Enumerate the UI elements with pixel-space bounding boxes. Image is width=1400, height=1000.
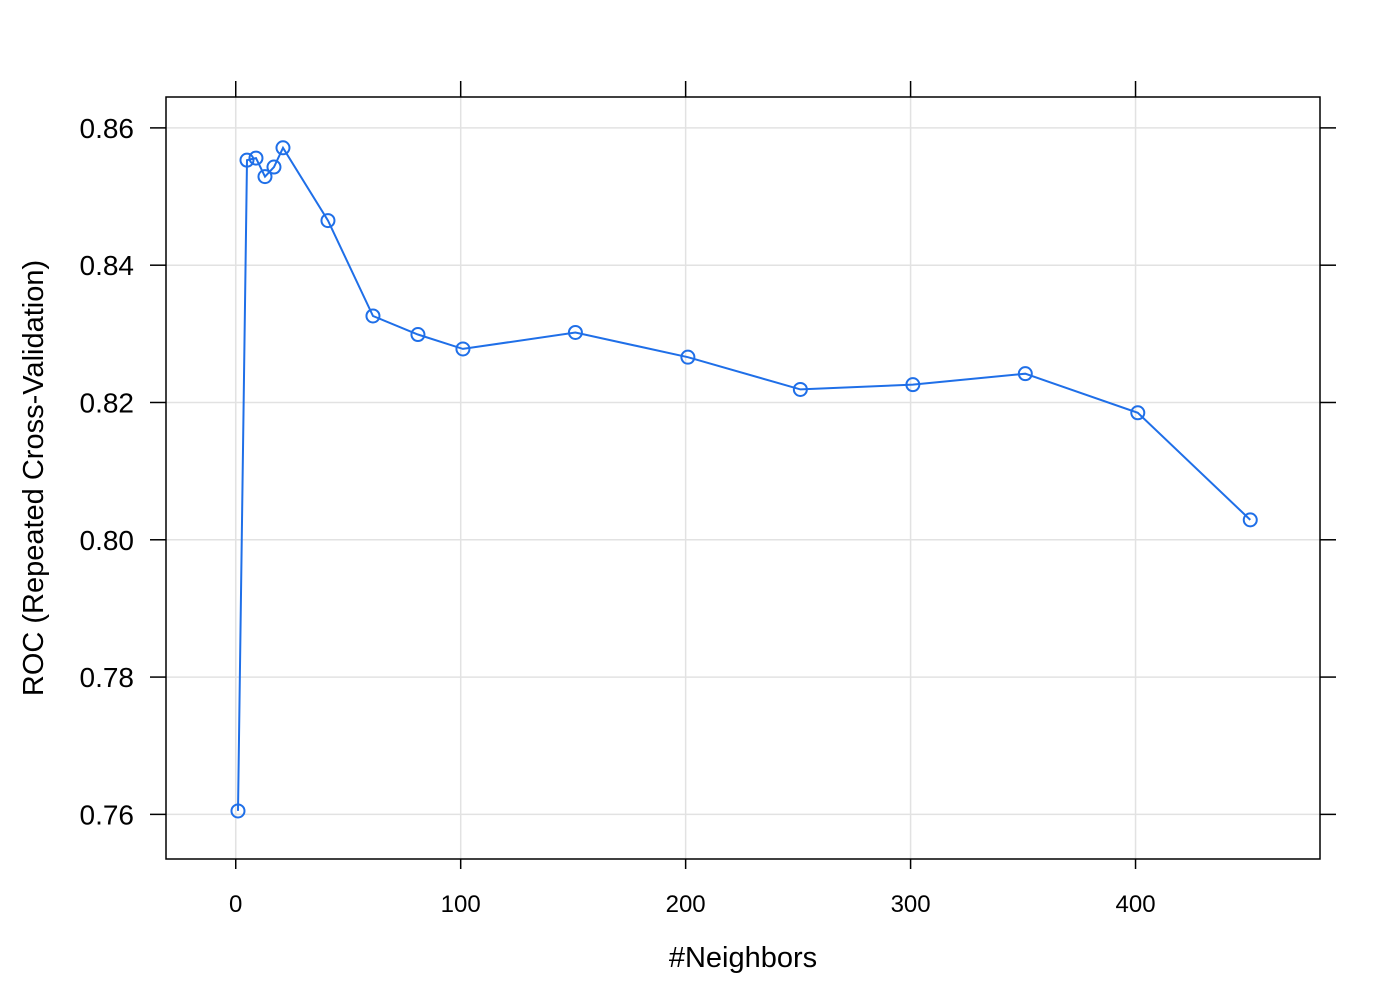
y-tick-label: 0.80 — [80, 525, 135, 556]
data-point — [365, 308, 381, 324]
x-tick-label: 400 — [1116, 891, 1156, 918]
x-tick-label: 300 — [891, 891, 931, 918]
plot-frame — [165, 96, 1321, 860]
y-tick-label: 0.78 — [80, 662, 135, 693]
roc-series-line — [237, 145, 1251, 811]
data-point — [248, 150, 264, 166]
data-point — [680, 349, 696, 365]
x-tick-label: 200 — [666, 891, 706, 918]
y-tick-label: 0.84 — [80, 250, 135, 281]
tick-labels: 0 100 200 300 400 0.76 0.78 0.80 0.82 0.84 0.86 — [80, 113, 1156, 918]
data-point — [567, 324, 583, 340]
y-axis-title: ROC (Repeated Cross-Validation) — [18, 260, 50, 696]
x-tick-label: 0 — [229, 891, 242, 918]
y-tick-label: 0.82 — [80, 387, 135, 418]
data-point — [792, 381, 808, 397]
y-tick-label: 0.86 — [80, 113, 135, 144]
x-axis-title: #Neighbors — [669, 942, 817, 974]
axis-ticks — [150, 81, 1336, 869]
series-layer — [230, 140, 1258, 819]
data-point — [905, 377, 921, 393]
data-point — [266, 159, 282, 175]
data-point — [1242, 512, 1258, 528]
data-point — [1130, 405, 1146, 421]
data-point — [320, 213, 336, 229]
data-point — [410, 327, 426, 343]
data-point — [1017, 366, 1033, 382]
grid-lines — [166, 97, 1320, 859]
data-point — [257, 169, 273, 185]
x-tick-label: 100 — [441, 891, 481, 918]
data-point — [455, 341, 471, 357]
data-point — [275, 140, 291, 156]
data-point — [239, 152, 255, 168]
y-tick-label: 0.76 — [80, 799, 135, 830]
data-point — [230, 803, 246, 819]
